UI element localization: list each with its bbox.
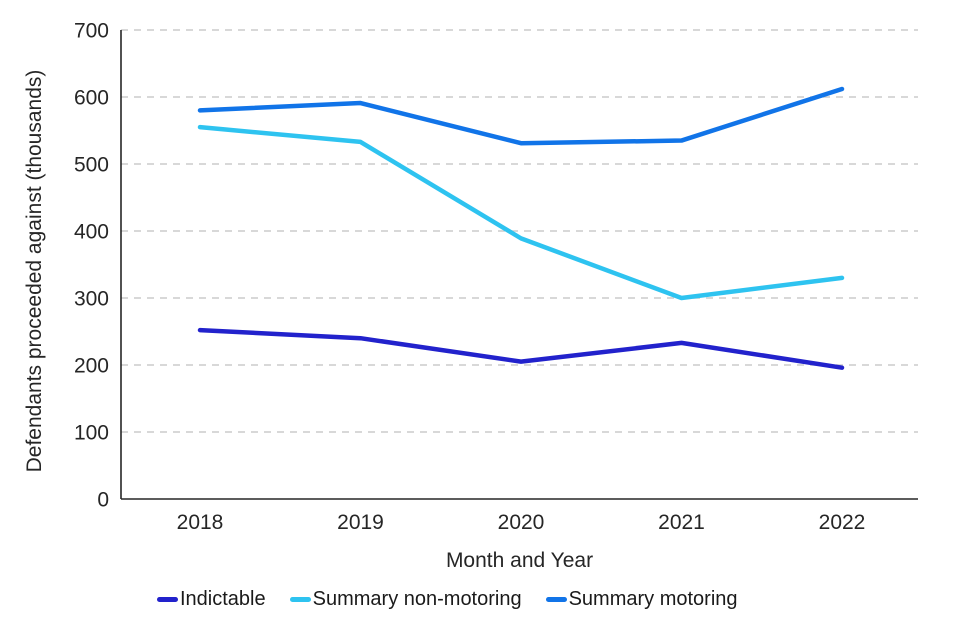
series-line-summary-non-motoring bbox=[197, 124, 845, 301]
legend-item-indictable: Indictable bbox=[157, 588, 266, 611]
legend-swatch-icon bbox=[157, 597, 178, 602]
y-tick-label-0: 0 bbox=[97, 489, 109, 512]
legend-item-summary-non-motoring: Summary non-motoring bbox=[289, 588, 522, 611]
x-axis-title: Month and Year bbox=[445, 549, 594, 572]
legend-swatch-icon bbox=[289, 597, 311, 602]
series-line-indictable bbox=[197, 327, 845, 370]
x-tick-label-2018: 2018 bbox=[177, 511, 224, 534]
legend-label: Summary non-motoring bbox=[312, 588, 522, 610]
y-axis-title: Defendants proceeded against (thousands) bbox=[23, 69, 46, 473]
y-tick-label-300: 300 bbox=[74, 288, 109, 311]
legend: Indictable Summary non-motoring Summary mo… bbox=[157, 588, 738, 611]
y-tick-label-100: 100 bbox=[74, 422, 109, 445]
y-tick-label-400: 400 bbox=[74, 221, 109, 244]
legend-label: Indictable bbox=[180, 588, 266, 610]
x-tick-label-2020: 2020 bbox=[498, 511, 545, 534]
series-line-summary-motoring bbox=[197, 86, 845, 146]
x-tick-label-2021: 2021 bbox=[658, 511, 705, 534]
x-tick-label-2019: 2019 bbox=[337, 511, 384, 534]
x-tick-label-2022: 2022 bbox=[819, 511, 866, 534]
y-tick-label-600: 600 bbox=[74, 87, 109, 110]
plot-area: 0 100 200 300 400 500 600 700 2018 2019 2020 2021 20… bbox=[74, 20, 918, 534]
y-tick-label-500: 500 bbox=[74, 154, 109, 177]
y-tick-label-700: 700 bbox=[74, 20, 109, 43]
legend-item-summary-motoring: Summary motoring bbox=[545, 588, 738, 611]
legend-swatch-icon bbox=[545, 597, 567, 602]
legend-label: Summary motoring bbox=[568, 588, 738, 610]
y-tick-label-200: 200 bbox=[74, 355, 109, 378]
